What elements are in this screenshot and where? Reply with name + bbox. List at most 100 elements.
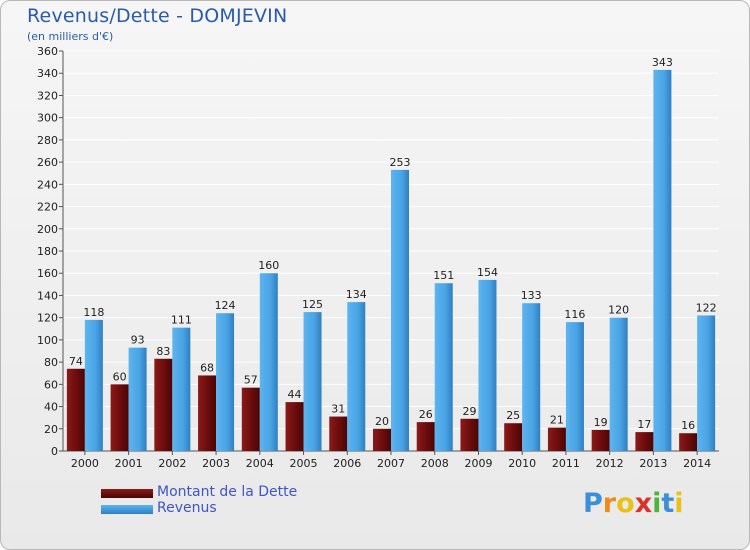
x-tick-label: 2002 bbox=[158, 457, 186, 470]
bar-revenus-2012 bbox=[609, 317, 628, 451]
y-tick-label: 320 bbox=[37, 89, 58, 102]
logo-letter: t bbox=[661, 488, 675, 519]
bar-dette-2012 bbox=[591, 429, 610, 451]
x-tick-label: 2009 bbox=[464, 457, 492, 470]
logo-letter: o bbox=[616, 488, 635, 519]
logo-letter: r bbox=[602, 488, 617, 519]
proxiti-logo: Proxiti bbox=[583, 488, 684, 519]
value-label-revenus-2005: 125 bbox=[302, 298, 323, 311]
x-tick-label: 2005 bbox=[290, 457, 318, 470]
legend-label-dette: Montant de la Dette bbox=[157, 484, 298, 500]
y-tick-label: 260 bbox=[37, 156, 58, 169]
bar-revenus-2013 bbox=[653, 69, 672, 451]
x-tick-label: 2011 bbox=[552, 457, 580, 470]
bar-dette-2003 bbox=[198, 375, 217, 451]
value-label-revenus-2010: 133 bbox=[521, 289, 542, 302]
value-label-revenus-2001: 93 bbox=[131, 334, 145, 347]
y-tick-label: 240 bbox=[37, 178, 58, 191]
x-tick-label: 2001 bbox=[115, 457, 143, 470]
bar-dette-2002 bbox=[154, 358, 173, 451]
value-label-dette-2001: 60 bbox=[113, 370, 127, 383]
value-label-dette-2005: 44 bbox=[288, 388, 302, 401]
value-label-revenus-2000: 118 bbox=[83, 306, 104, 319]
y-tick-label: 200 bbox=[37, 223, 58, 236]
bar-dette-2001 bbox=[110, 384, 129, 451]
value-label-revenus-2006: 134 bbox=[346, 288, 367, 301]
y-tick-label: 40 bbox=[44, 401, 58, 414]
value-label-revenus-2012: 120 bbox=[608, 304, 629, 317]
value-label-dette-2010: 25 bbox=[506, 409, 520, 422]
value-label-dette-2003: 68 bbox=[200, 361, 214, 374]
bar-dette-2000 bbox=[66, 368, 85, 451]
chart-title: Revenus/Dette - DOMJEVIN bbox=[27, 5, 288, 27]
logo-letter: i bbox=[674, 488, 684, 519]
value-label-dette-2014: 16 bbox=[681, 419, 695, 432]
logo-letter: i bbox=[652, 488, 662, 519]
x-tick-label: 2008 bbox=[421, 457, 449, 470]
bar-revenus-2010 bbox=[522, 303, 541, 451]
value-label-revenus-2013: 343 bbox=[652, 56, 673, 69]
value-label-dette-2013: 17 bbox=[637, 418, 651, 431]
y-tick-label: 80 bbox=[44, 356, 58, 369]
value-label-revenus-2008: 151 bbox=[433, 269, 454, 282]
value-label-dette-2002: 83 bbox=[156, 345, 170, 358]
value-label-revenus-2002: 111 bbox=[171, 314, 192, 327]
value-label-revenus-2011: 116 bbox=[564, 308, 585, 321]
x-tick-label: 2013 bbox=[639, 457, 667, 470]
y-tick-label: 280 bbox=[37, 134, 58, 147]
value-label-revenus-2009: 154 bbox=[477, 266, 498, 279]
value-label-dette-2008: 26 bbox=[419, 408, 433, 421]
value-label-dette-2009: 29 bbox=[462, 405, 476, 418]
logo-letter: P bbox=[583, 488, 603, 519]
bar-revenus-2011 bbox=[565, 322, 584, 451]
bar-dette-2007 bbox=[373, 428, 391, 451]
bar-revenus-2008 bbox=[434, 283, 453, 451]
x-tick-label: 2010 bbox=[508, 457, 536, 470]
y-tick-label: 140 bbox=[37, 289, 58, 302]
bar-revenus-2014 bbox=[697, 315, 716, 451]
x-tick-label: 2014 bbox=[683, 457, 711, 470]
bar-dette-2011 bbox=[547, 427, 566, 451]
x-tick-label: 2006 bbox=[333, 457, 361, 470]
y-tick-label: 160 bbox=[37, 267, 58, 280]
y-tick-label: 300 bbox=[37, 112, 58, 125]
bar-dette-2013 bbox=[635, 432, 654, 451]
legend-swatch-dette bbox=[101, 489, 153, 498]
value-label-dette-2004: 57 bbox=[244, 374, 258, 387]
value-label-dette-2000: 74 bbox=[69, 355, 83, 368]
bar-dette-2010 bbox=[504, 423, 523, 451]
value-label-revenus-2004: 160 bbox=[258, 259, 279, 272]
bar-revenus-2006 bbox=[347, 302, 366, 451]
y-tick-label: 20 bbox=[44, 423, 58, 436]
legend-label-revenus: Revenus bbox=[157, 500, 217, 516]
bar-revenus-2003 bbox=[216, 313, 235, 451]
x-tick-label: 2012 bbox=[596, 457, 624, 470]
value-label-revenus-2007: 253 bbox=[390, 156, 411, 169]
bar-revenus-2004 bbox=[259, 273, 278, 451]
logo-letter: x bbox=[634, 488, 653, 519]
bar-revenus-2001 bbox=[128, 347, 147, 451]
x-tick-label: 2000 bbox=[71, 457, 99, 470]
legend-swatch-revenus bbox=[101, 505, 153, 514]
bar-revenus-2009 bbox=[478, 279, 497, 451]
bar-dette-2008 bbox=[416, 422, 435, 451]
y-tick-label: 0 bbox=[51, 445, 58, 458]
chart-subtitle: (en milliers d'€) bbox=[27, 30, 114, 43]
x-tick-label: 2004 bbox=[246, 457, 274, 470]
value-label-dette-2012: 19 bbox=[594, 416, 608, 429]
bar-revenus-2007 bbox=[391, 169, 409, 451]
value-label-dette-2006: 31 bbox=[331, 403, 345, 416]
bar-revenus-2000 bbox=[84, 319, 103, 451]
bar-revenus-2005 bbox=[303, 312, 322, 451]
bar-dette-2004 bbox=[241, 387, 260, 451]
y-tick-label: 100 bbox=[37, 334, 58, 347]
value-label-dette-2011: 21 bbox=[550, 414, 564, 427]
x-tick-label: 2007 bbox=[377, 457, 405, 470]
x-tick-label: 2003 bbox=[202, 457, 230, 470]
value-label-revenus-2014: 122 bbox=[696, 301, 717, 314]
bar-dette-2014 bbox=[679, 433, 698, 451]
value-label-dette-2007: 20 bbox=[375, 415, 389, 428]
y-tick-label: 120 bbox=[37, 312, 58, 325]
